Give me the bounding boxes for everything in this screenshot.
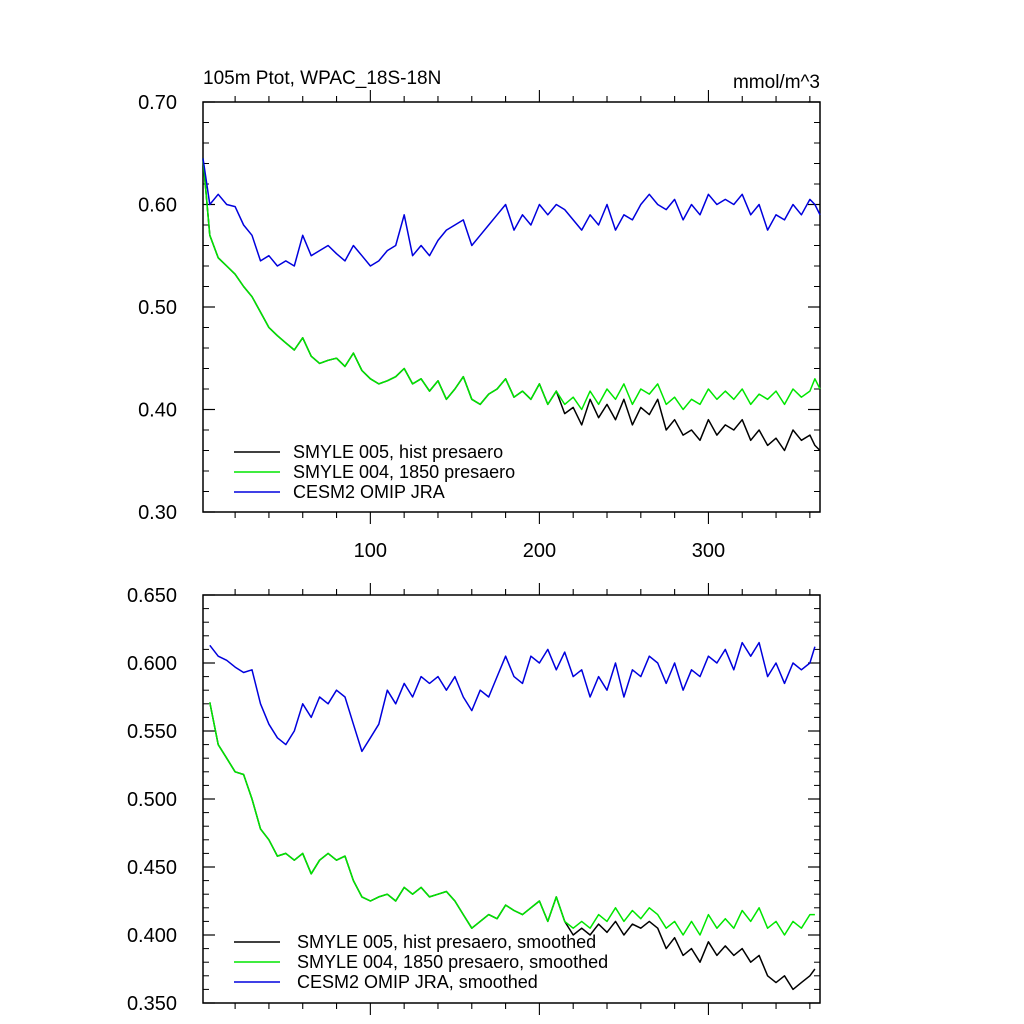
y-tick-label: 0.40 bbox=[138, 400, 177, 422]
y-tick-label: 0.400 bbox=[127, 925, 177, 947]
legend-label: SMYLE 004, 1850 presaero bbox=[293, 462, 515, 482]
y-tick-label: 0.70 bbox=[138, 92, 177, 114]
series-line-smyle-005-hist-presaero bbox=[202, 158, 821, 452]
series-line-cesm2-omip-jra bbox=[202, 158, 821, 267]
x-tick-label: 100 bbox=[354, 540, 387, 562]
series-line-cesm2-omip-jra-smoothed bbox=[209, 641, 816, 753]
legend-label: SMYLE 005, hist presaero bbox=[293, 442, 503, 462]
x-tick-label: 200 bbox=[523, 540, 556, 562]
y-tick-label: 0.350 bbox=[127, 993, 177, 1015]
y-tick-label: 0.50 bbox=[138, 297, 177, 319]
top-x-axis: 100 200 300 bbox=[234, 90, 811, 562]
y-tick-label: 0.600 bbox=[127, 653, 177, 675]
series-line-smyle-004-1850-presaero-smoothed bbox=[209, 702, 815, 936]
bottom-panel: 0.350 0.400 0.450 0.500 0.550 0.600 0.650 SMYL… bbox=[127, 583, 821, 1015]
series-line-smyle-004-1850-presaero bbox=[202, 158, 821, 411]
y-tick-label: 0.550 bbox=[127, 721, 177, 743]
bottom-series-lines bbox=[209, 641, 816, 991]
legend-label: SMYLE 005, hist presaero, smoothed bbox=[297, 932, 596, 952]
y-tick-label: 0.60 bbox=[138, 195, 177, 217]
y-tick-label: 0.30 bbox=[138, 502, 177, 524]
y-tick-label: 0.500 bbox=[127, 789, 177, 811]
top-series-lines bbox=[202, 158, 821, 452]
top-panel-units: mmol/m^3 bbox=[733, 72, 820, 93]
bottom-x-axis bbox=[234, 583, 811, 1015]
top-y-axis: 0.30 0.40 0.50 0.60 0.70 bbox=[138, 92, 820, 524]
legend-label: CESM2 OMIP JRA, smoothed bbox=[297, 972, 538, 992]
bottom-legend: SMYLE 005, hist presaero, smoothedSMYLE … bbox=[234, 932, 608, 992]
top-panel-title: 105m Ptot, WPAC_18S-18N bbox=[203, 68, 441, 89]
legend-label: SMYLE 004, 1850 presaero, smoothed bbox=[297, 952, 608, 972]
y-tick-label: 0.450 bbox=[127, 857, 177, 879]
y-tick-label: 0.650 bbox=[127, 585, 177, 607]
bottom-y-axis: 0.350 0.400 0.450 0.500 0.550 0.600 0.650 bbox=[127, 585, 820, 1015]
legend-label: CESM2 OMIP JRA bbox=[293, 482, 445, 502]
x-tick-label: 300 bbox=[692, 540, 725, 562]
top-panel: 105m Ptot, WPAC_18S-18N mmol/m^3 0.30 0.4… bbox=[138, 68, 821, 562]
